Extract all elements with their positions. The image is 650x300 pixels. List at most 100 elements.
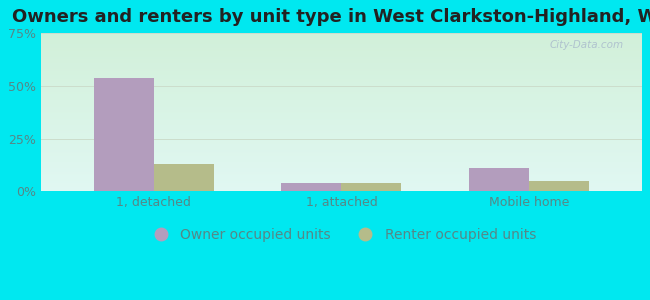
Bar — [41, 137, 642, 138]
Bar — [41, 83, 642, 84]
Bar — [41, 127, 642, 128]
Bar — [41, 143, 642, 144]
Bar — [41, 110, 642, 111]
Bar — [41, 100, 642, 101]
Bar — [41, 145, 642, 146]
Bar — [41, 119, 642, 120]
Bar — [41, 183, 642, 184]
Bar — [41, 120, 642, 121]
Bar — [41, 122, 642, 123]
Bar — [41, 72, 642, 73]
Bar — [41, 133, 642, 134]
Bar — [41, 115, 642, 116]
Bar — [41, 185, 642, 186]
Bar — [41, 187, 642, 188]
Bar — [41, 87, 642, 88]
Bar — [41, 167, 642, 168]
Bar — [41, 89, 642, 90]
Bar — [529, 181, 589, 191]
Bar — [41, 161, 642, 162]
Bar — [41, 114, 642, 115]
Bar — [41, 154, 642, 155]
Bar — [41, 148, 642, 149]
Bar — [41, 84, 642, 85]
Bar — [41, 186, 642, 187]
Bar — [41, 93, 642, 94]
Bar — [41, 51, 642, 52]
Bar — [41, 50, 642, 51]
Bar — [41, 39, 642, 40]
Bar — [41, 181, 642, 182]
Bar — [41, 104, 642, 105]
Bar — [41, 98, 642, 99]
Bar — [41, 155, 642, 156]
Bar — [41, 139, 642, 140]
Bar — [41, 164, 642, 165]
Bar — [41, 86, 642, 87]
Bar — [41, 36, 642, 37]
Bar — [41, 173, 642, 174]
Bar — [41, 57, 642, 58]
Bar — [41, 61, 642, 62]
Bar — [41, 189, 642, 190]
Bar — [41, 160, 642, 161]
Bar — [41, 179, 642, 180]
Bar — [41, 134, 642, 135]
Bar — [41, 41, 642, 42]
Bar — [41, 107, 642, 108]
Bar — [41, 35, 642, 36]
Bar — [41, 55, 642, 56]
Bar — [41, 188, 642, 189]
Bar — [41, 75, 642, 76]
Bar — [41, 69, 642, 70]
Bar — [41, 116, 642, 117]
Bar — [41, 178, 642, 179]
Bar — [469, 168, 529, 191]
Bar — [41, 44, 642, 45]
Bar — [41, 77, 642, 78]
Text: City-Data.com: City-Data.com — [549, 40, 623, 50]
Bar — [41, 60, 642, 61]
Bar — [41, 74, 642, 75]
Bar — [41, 166, 642, 167]
Bar — [41, 95, 642, 96]
Bar — [41, 79, 642, 80]
Bar — [41, 102, 642, 103]
Bar — [41, 65, 642, 66]
Bar — [41, 121, 642, 122]
Bar — [41, 40, 642, 41]
Bar — [41, 40, 642, 41]
Bar — [41, 180, 642, 181]
Bar — [41, 142, 642, 143]
Bar — [41, 158, 642, 159]
Bar — [41, 62, 642, 63]
Bar — [41, 94, 642, 95]
Bar — [41, 112, 642, 113]
Bar — [41, 182, 642, 183]
Bar — [41, 172, 642, 173]
Bar — [41, 171, 642, 172]
Bar — [41, 46, 642, 47]
Bar — [41, 76, 642, 77]
Bar — [41, 124, 642, 125]
Bar — [41, 150, 642, 151]
Bar — [41, 42, 642, 43]
Bar — [41, 141, 642, 142]
Bar — [41, 144, 642, 145]
Bar — [41, 90, 642, 91]
Bar — [41, 78, 642, 79]
Bar — [341, 183, 402, 191]
Bar — [41, 157, 642, 158]
Bar — [94, 78, 154, 191]
Bar — [41, 64, 642, 65]
Bar — [41, 71, 642, 72]
Bar — [41, 80, 642, 81]
Bar — [41, 170, 642, 171]
Bar — [41, 184, 642, 185]
Bar — [41, 108, 642, 109]
Legend: Owner occupied units, Renter occupied units: Owner occupied units, Renter occupied un… — [141, 222, 541, 248]
Bar — [41, 34, 642, 35]
Bar — [41, 100, 642, 101]
Bar — [41, 125, 642, 126]
Bar — [41, 153, 642, 154]
